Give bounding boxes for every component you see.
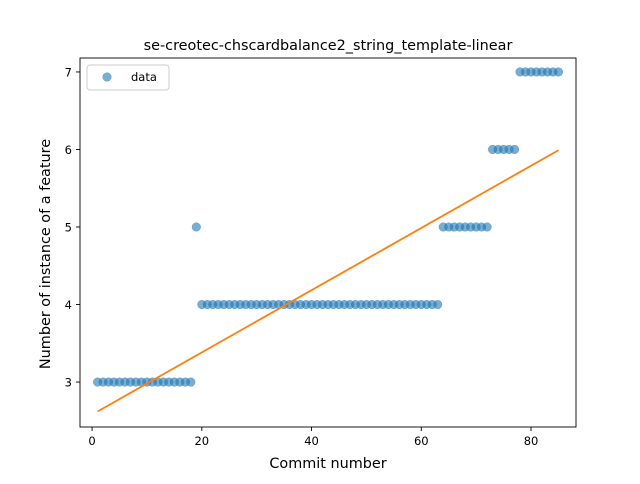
data-point <box>482 222 492 232</box>
y-tick-label: 6 <box>65 143 72 157</box>
y-tick-label: 5 <box>65 220 72 234</box>
data-point <box>553 67 563 77</box>
trend-line <box>97 149 559 413</box>
data-point <box>191 222 201 232</box>
y-tick-label: 3 <box>65 376 72 390</box>
plot-area <box>93 67 563 413</box>
chart-title: se-creotec-chscardbalance2_string_templa… <box>144 38 513 54</box>
y-tick-label: 4 <box>65 298 72 312</box>
x-axis-label: Commit number <box>269 456 386 472</box>
data-point <box>509 144 520 155</box>
x-tick-label: 20 <box>194 434 209 448</box>
axes-frame <box>79 57 577 428</box>
legend-box <box>86 64 170 91</box>
legend-label: data <box>131 70 157 84</box>
legend: data <box>86 64 170 91</box>
x-tick-label: 60 <box>414 434 429 448</box>
y-axis-label: Number of instance of a feature <box>38 139 54 369</box>
data-point <box>433 299 443 310</box>
legend-marker <box>102 72 112 82</box>
y-tick-label: 7 <box>65 65 72 79</box>
x-tick-label: 40 <box>304 434 319 448</box>
data-point <box>186 377 196 387</box>
x-tick-label: 80 <box>524 434 539 448</box>
x-tick-label: 0 <box>88 434 95 448</box>
axes: 0 20 40 60 80 3 4 5 6 7 <box>65 57 577 448</box>
